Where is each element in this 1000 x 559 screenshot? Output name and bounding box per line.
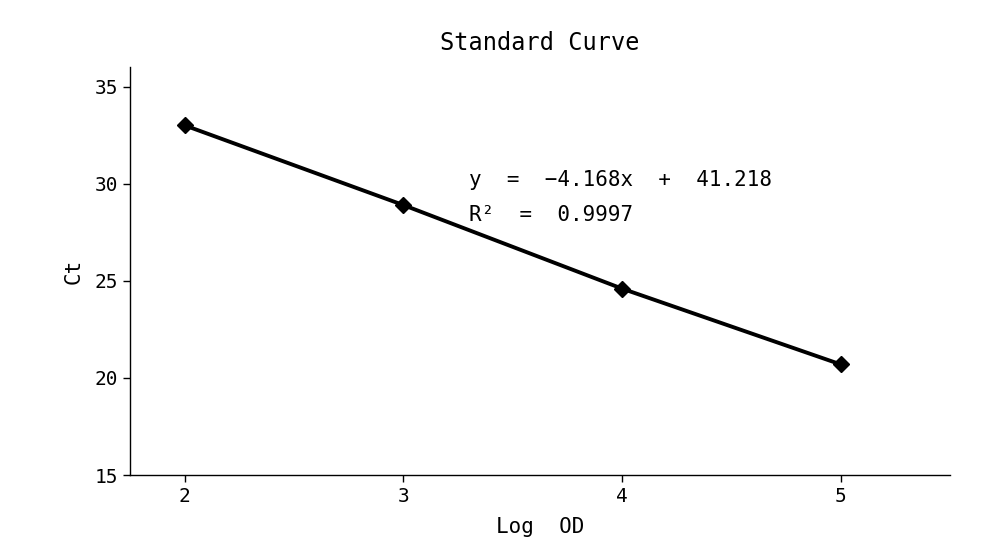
- Title: Standard Curve: Standard Curve: [440, 31, 640, 55]
- Y-axis label: Ct: Ct: [64, 258, 84, 284]
- X-axis label: Log  OD: Log OD: [496, 517, 584, 537]
- Text: y  =  −4.168x  +  41.218: y = −4.168x + 41.218: [469, 170, 772, 190]
- Text: R²  =  0.9997: R² = 0.9997: [469, 205, 633, 225]
